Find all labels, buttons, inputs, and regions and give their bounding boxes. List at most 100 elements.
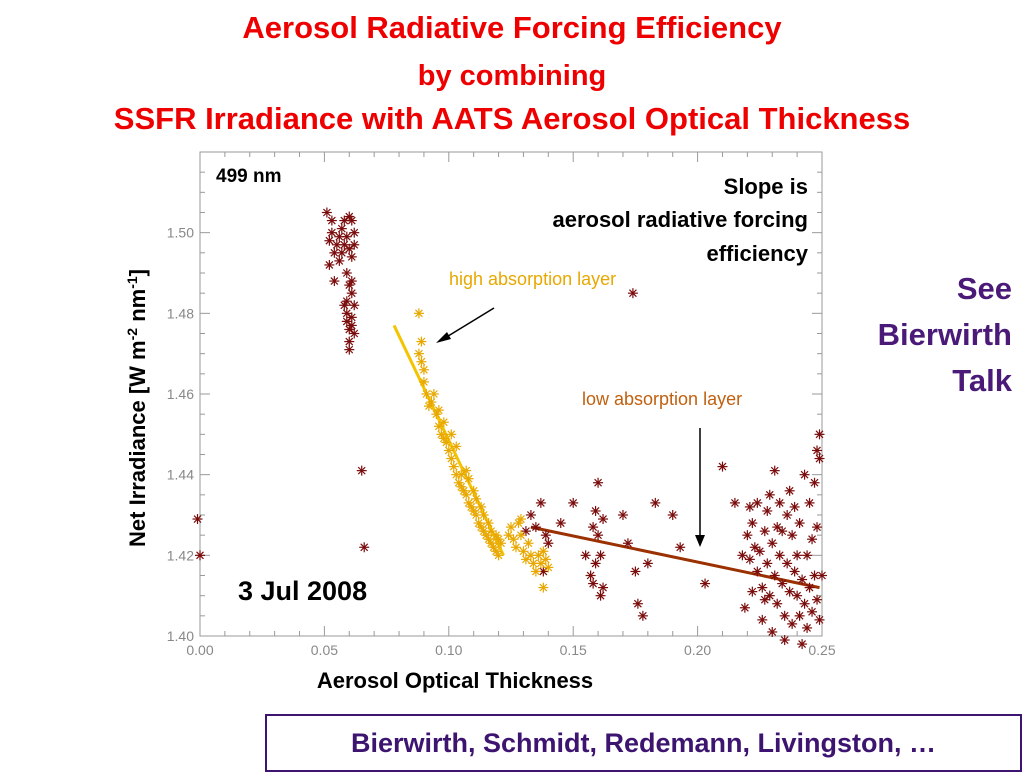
- data-point: [493, 534, 504, 545]
- data-point: [508, 534, 519, 545]
- data-point: [195, 550, 205, 561]
- data-point: [782, 510, 793, 520]
- data-point: [784, 586, 795, 597]
- data-point: [510, 542, 521, 553]
- data-point: [515, 530, 526, 541]
- data-point: [637, 610, 648, 621]
- data-point: [533, 550, 544, 561]
- data-point: [540, 554, 551, 565]
- data-point: [739, 602, 750, 613]
- data-point: [451, 441, 462, 452]
- data-point: [802, 622, 813, 633]
- data-point: [762, 558, 773, 569]
- data-point: [336, 223, 347, 234]
- data-point: [675, 542, 686, 553]
- data-point: [799, 598, 810, 609]
- data-point: [525, 510, 536, 520]
- data-point: [341, 316, 352, 327]
- data-point: [809, 477, 820, 488]
- data-point: [588, 522, 599, 533]
- data-point: [598, 514, 609, 525]
- data-point: [812, 445, 823, 456]
- data-point: [535, 558, 546, 569]
- data-point: [794, 610, 805, 621]
- data-point: [421, 389, 432, 399]
- data-point: [538, 546, 549, 557]
- data-point: [349, 328, 360, 339]
- data-point: [749, 542, 760, 553]
- data-point: [782, 558, 793, 569]
- data-point: [503, 530, 514, 541]
- data-point: [812, 522, 823, 533]
- data-point: [344, 243, 355, 254]
- data-point: [413, 308, 424, 319]
- data-point: [764, 590, 775, 601]
- data-point: [759, 594, 770, 605]
- data-point: [349, 239, 360, 250]
- data-point: [349, 300, 360, 311]
- data-point: [797, 639, 808, 650]
- data-point: [595, 550, 606, 561]
- data-point: [769, 465, 780, 476]
- authors-text: Bierwirth, Schmidt, Redemann, Livingston…: [350, 727, 937, 758]
- slope-note-line-2: aerosol radiative forcing: [552, 207, 808, 232]
- data-point: [627, 288, 638, 299]
- data-point: [774, 497, 785, 508]
- data-point: [717, 461, 728, 472]
- data-point: [346, 288, 357, 299]
- data-point: [593, 530, 604, 541]
- data-point: [700, 578, 711, 589]
- data-point: [344, 336, 355, 347]
- y-tick-label: 1.44: [167, 467, 194, 483]
- low-absorption-label: low absorption layer: [582, 389, 742, 409]
- authors-box: Bierwirth, Schmidt, Redemann, Livingston…: [265, 714, 1022, 772]
- data-point: [418, 364, 429, 375]
- data-point: [784, 485, 795, 496]
- data-point: [747, 586, 758, 597]
- data-point: [794, 518, 805, 529]
- slope-note-line-1: Slope is: [724, 174, 808, 199]
- y-tick-label: 1.50: [167, 225, 194, 241]
- data-point: [814, 429, 825, 440]
- data-point: [433, 405, 444, 416]
- data-point: [346, 276, 357, 287]
- data-point: [772, 598, 783, 609]
- data-point: [341, 231, 352, 242]
- data-point: [441, 437, 452, 448]
- data-point: [757, 582, 768, 593]
- data-point: [346, 320, 357, 331]
- data-point: [814, 453, 825, 464]
- data-point: [448, 461, 459, 472]
- data-point: [595, 590, 606, 601]
- data-point: [433, 421, 444, 432]
- data-point: [807, 534, 818, 545]
- data-point: [617, 510, 628, 520]
- title-line-3: SSFR Irradiance with AATS Aerosol Optica…: [113, 101, 911, 136]
- data-point: [331, 239, 342, 250]
- y-tick-label: 1.42: [167, 547, 194, 563]
- data-point: [418, 376, 429, 387]
- data-point: [737, 550, 748, 561]
- data-point: [359, 542, 370, 553]
- data-point: [538, 582, 549, 593]
- data-point: [767, 538, 778, 549]
- data-point: [764, 489, 775, 500]
- data-point: [478, 510, 489, 520]
- data-point: [787, 530, 798, 541]
- y-tick-label: 1.48: [167, 305, 194, 321]
- data-point: [436, 429, 447, 440]
- data-point: [476, 501, 487, 512]
- data-point: [797, 574, 808, 585]
- low-absorption-arrow: [695, 428, 705, 547]
- data-point: [471, 493, 482, 504]
- data-point: [428, 389, 439, 399]
- data-point: [341, 268, 352, 278]
- data-point: [493, 550, 504, 561]
- data-point: [456, 469, 467, 480]
- data-point: [339, 239, 350, 250]
- data-point: [787, 618, 798, 629]
- data-point: [324, 235, 335, 246]
- data-point: [812, 594, 823, 605]
- data-point: [585, 570, 596, 581]
- data-point: [515, 514, 526, 525]
